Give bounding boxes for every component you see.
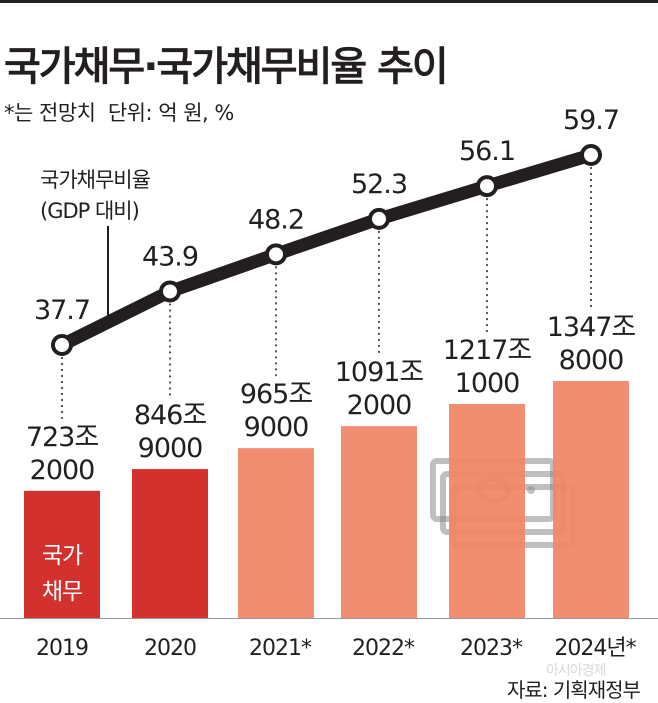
x-tick-label: 2020 <box>144 636 196 661</box>
ratio-point <box>368 207 390 230</box>
ratio-value-label: 56.1 <box>459 136 515 167</box>
source-label: 자료: 기획재정부 <box>507 678 641 702</box>
ratio-line <box>55 148 598 352</box>
bar-value-label: 2000 <box>30 455 95 486</box>
ratio-value-label: 48.2 <box>248 204 304 235</box>
watermark: 아시아경제 <box>546 663 606 679</box>
x-tick-label: 2022* <box>352 636 415 661</box>
unit-label: 단위: 억 원, % <box>107 101 235 125</box>
bar-value-label: 1217조 <box>443 335 532 366</box>
bar-value-label: 1091조 <box>335 357 424 388</box>
x-tick-label: 2019 <box>36 636 88 661</box>
ratio-point <box>265 243 287 266</box>
forecast-note: *는 전망치 <box>4 101 96 125</box>
top-rule <box>0 0 658 3</box>
bar-2024년* <box>553 381 629 618</box>
chart-note: *는 전망치 단위: 억 원, % <box>4 97 234 127</box>
ratio-value-label: 59.7 <box>563 105 619 136</box>
bar-value-label: 1000 <box>455 368 520 399</box>
bar-2020 <box>132 469 208 618</box>
ratio-point <box>476 175 498 198</box>
bar-inner-label: 채무 <box>42 579 82 605</box>
chart-title: 국가채무·국가채무비율 추이 <box>4 44 449 90</box>
series-label: 국가채무비율 <box>40 168 151 192</box>
ratio-point <box>159 280 181 303</box>
ratio-point <box>580 144 602 166</box>
series-label: (GDP 대비) <box>40 199 139 223</box>
bar-value-label: 9000 <box>138 433 203 464</box>
bar-value-label: 9000 <box>244 412 309 443</box>
bar-value-label: 965조 <box>240 379 313 410</box>
ratio-value-label: 37.7 <box>34 295 90 326</box>
bar-2023* <box>449 403 525 618</box>
x-tick-label: 2023* <box>460 636 523 661</box>
bar-value-label: 846조 <box>134 400 207 431</box>
bar-value-label: 2000 <box>347 390 412 421</box>
x-tick-label: 2024년* <box>554 636 636 661</box>
bar-value-label: 723조 <box>26 422 99 453</box>
bar-inner-label: 국가 <box>42 543 83 569</box>
money-icon-dot <box>527 486 535 494</box>
bar-2022* <box>341 426 417 618</box>
ratio-value-label: 52.3 <box>351 169 407 200</box>
x-tick-label: 2021* <box>249 636 312 661</box>
ratio-value-label: 43.9 <box>142 241 198 272</box>
ratio-point <box>51 334 73 356</box>
bar-2019 <box>24 490 100 618</box>
bar-value-label: 1347조 <box>547 312 636 343</box>
bar-value-label: 8000 <box>559 345 624 376</box>
bar-2021* <box>238 448 314 618</box>
